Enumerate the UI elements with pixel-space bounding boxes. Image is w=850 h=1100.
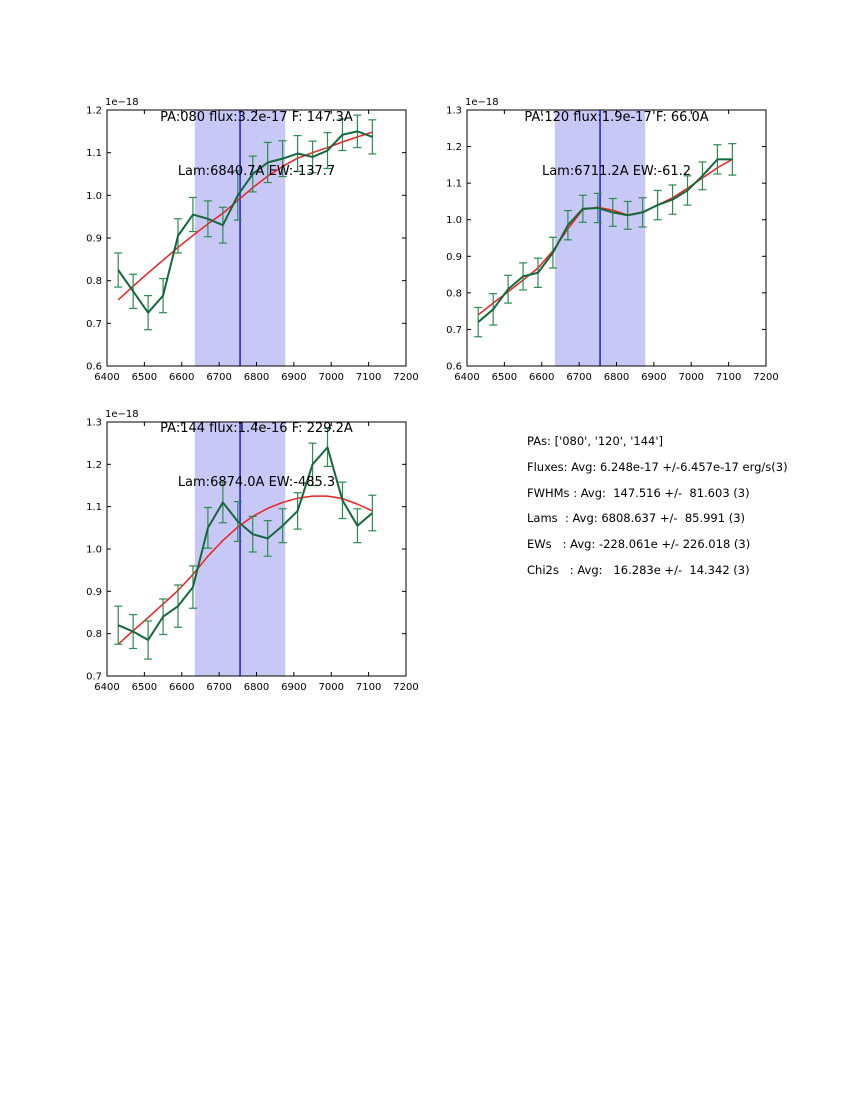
- plot-pa080-title: PA:080 flux:3.2e-17 F: 147.3A Lam:6840.7…: [107, 73, 406, 217]
- spectrum-line: [477, 158, 733, 323]
- x-tick-label: 6400: [454, 372, 479, 383]
- plot-pa080-title-line1: PA:080 flux:3.2e-17 F: 147.3A: [160, 110, 353, 125]
- x-tick-label: 7100: [356, 682, 381, 693]
- y-tick-label: 0.9: [446, 252, 462, 263]
- y-tick-label: 1.1: [86, 502, 102, 513]
- x-tick-label: 6800: [244, 372, 269, 383]
- plot-pa144: 6400 6500 6600 6700 6800 6900 7000 7100 7200 0.7 0…: [86, 409, 419, 693]
- plot-pa144-title-line2: Lam:6874.0A EW:-485.3: [177, 475, 336, 490]
- fit-line: [477, 158, 733, 316]
- stats-line-lams: Lams : Avg: 6808.637 +/- 85.991 (3): [527, 511, 746, 526]
- y-tick-label: 0.8: [86, 629, 102, 640]
- y-tick-label: 1.2: [446, 142, 462, 153]
- x-tick-label: 7000: [679, 372, 704, 383]
- y-tick-label: 1.0: [86, 545, 102, 556]
- plot-pa120-title: PA:120 flux:1.9e-17 F: 66.0A Lam:6711.2A…: [467, 73, 766, 217]
- y-tick-label: 1.1: [86, 148, 102, 159]
- y-tick-label: 1.1: [446, 179, 462, 190]
- plot-pa120: 6400 6500 6600 6700 6800 6900 7000 7100 7200 0.6 0…: [446, 97, 779, 383]
- y-tick-label: 0.9: [86, 234, 102, 245]
- y-offset-label: 1e−18: [105, 409, 139, 420]
- tick-marks: [106, 109, 407, 367]
- x-tick-label: 6700: [206, 682, 231, 693]
- tick-marks: [466, 109, 767, 367]
- x-tick-label: 6500: [492, 372, 517, 383]
- y-tick-label: 0.7: [86, 319, 102, 330]
- x-tick-label: 6500: [132, 682, 157, 693]
- stats-line-fluxes: Fluxes: Avg: 6.248e-17 +/-6.457e-17 erg/…: [527, 459, 788, 474]
- y-tick-label: 1.0: [446, 215, 462, 226]
- plot-pa144-title: PA:144 flux:1.4e-16 F: 229.2A Lam:6874.0…: [107, 384, 406, 528]
- x-tick-label: 7100: [356, 372, 381, 383]
- x-tick-label: 6600: [169, 682, 194, 693]
- stats-line-fwhms: FWHMs : Avg: 147.516 +/- 81.603 (3): [527, 485, 750, 500]
- x-tick-label: 6400: [94, 682, 119, 693]
- y-tick-label: 1.0: [86, 191, 102, 202]
- plot-pa144-title-line1: PA:144 flux:1.4e-16 F: 229.2A: [160, 421, 353, 436]
- stats-line-ews: EWs : Avg: -228.061e +/- 226.018 (3): [527, 537, 751, 552]
- plot-pa120-title-line2: Lam:6711.2A EW:-61.2: [541, 164, 692, 179]
- tick-labels: 6400 6500 6600 6700 6800 6900 7000 7100 7200 0.7 0…: [86, 418, 419, 694]
- fit-line: [117, 495, 373, 645]
- tick-labels: 6400 6500 6600 6700 6800 6900 7000 7100 7200 0.6 0…: [86, 106, 419, 384]
- x-tick-label: 6400: [94, 372, 119, 383]
- spectrum-line: [117, 446, 374, 642]
- x-tick-label: 7000: [319, 682, 344, 693]
- y-tick-label: 1.3: [86, 418, 102, 429]
- y-tick-label: 1.2: [86, 460, 102, 471]
- plot-pa120-title-line1: PA:120 flux:1.9e-17 F: 66.0A: [524, 110, 709, 125]
- y-tick-label: 1.3: [446, 106, 462, 117]
- x-tick-label: 7000: [319, 372, 344, 383]
- stats-panel: PAs: ['080', '120', '144'] Fluxes: Avg: …: [527, 434, 788, 589]
- x-tick-label: 7200: [393, 372, 418, 383]
- x-tick-label: 6600: [529, 372, 554, 383]
- x-tick-label: 6600: [169, 372, 194, 383]
- y-tick-label: 1.2: [86, 106, 102, 117]
- x-tick-label: 7200: [753, 372, 778, 383]
- y-tick-label: 0.8: [86, 276, 102, 287]
- y-offset-label: 1e−18: [105, 97, 139, 108]
- x-tick-label: 6700: [566, 372, 591, 383]
- x-tick-label: 6700: [206, 372, 231, 383]
- tick-marks: [106, 421, 407, 677]
- y-tick-label: 0.7: [86, 672, 102, 683]
- plot-pa080: 6400 6500 6600 6700 6800 6900 7000 7100 7200 0.6 0…: [86, 97, 419, 383]
- x-tick-label: 6900: [281, 372, 306, 383]
- x-tick-label: 7100: [716, 372, 741, 383]
- y-tick-label: 0.7: [446, 325, 462, 336]
- x-tick-label: 6500: [132, 372, 157, 383]
- x-tick-label: 6900: [281, 682, 306, 693]
- y-tick-label: 0.9: [86, 587, 102, 598]
- stats-line-chi2s: Chi2s : Avg: 16.283e +/- 14.342 (3): [527, 562, 750, 577]
- stats-line-pas: PAs: ['080', '120', '144']: [527, 434, 664, 448]
- spectrum-line: [117, 130, 373, 314]
- tick-labels: 6400 6500 6600 6700 6800 6900 7000 7100 7200 0.6 0…: [446, 106, 779, 384]
- y-tick-label: 0.8: [446, 288, 462, 299]
- y-tick-label: 0.6: [446, 362, 462, 373]
- y-tick-label: 0.6: [86, 362, 102, 373]
- plot-pa080-title-line2: Lam:6840.7A EW:-137.7: [177, 164, 336, 179]
- y-offset-label: 1e−18: [465, 97, 499, 108]
- x-tick-label: 6800: [604, 372, 629, 383]
- x-tick-label: 7200: [393, 682, 418, 693]
- x-tick-label: 6800: [244, 682, 269, 693]
- x-tick-label: 6900: [641, 372, 666, 383]
